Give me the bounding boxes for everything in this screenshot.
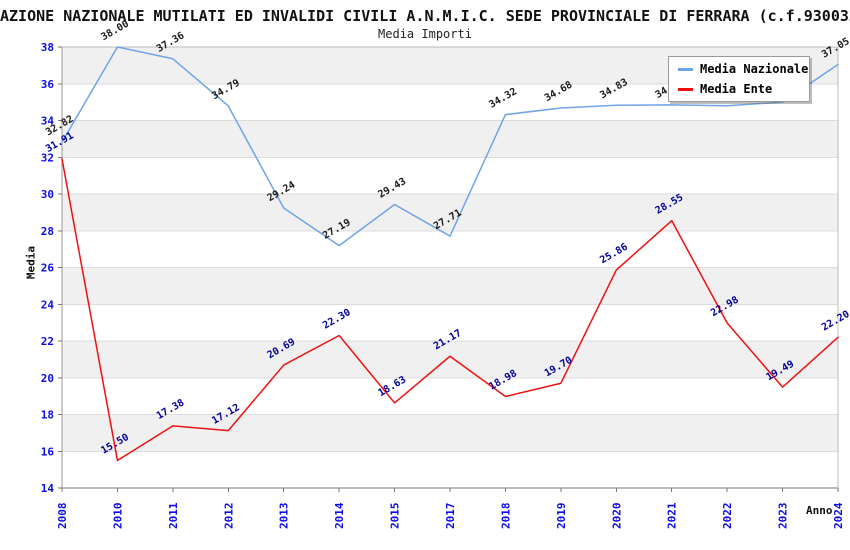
y-tick-label: 36 (41, 78, 55, 91)
x-tick-label: 2024 (832, 502, 845, 529)
data-label: 38.00 (99, 19, 131, 44)
x-tick-label: 2023 (777, 503, 790, 530)
x-tick-label: 2018 (499, 503, 512, 530)
grid-band (62, 341, 838, 378)
y-axis-title: Media (24, 245, 38, 280)
y-tick-label: 24 (41, 298, 55, 311)
data-label: 22.30 (321, 307, 353, 332)
data-label: 22.20 (820, 309, 850, 334)
legend-label: Media Ente (700, 82, 773, 96)
y-tick-label: 22 (41, 335, 54, 348)
grid-band (62, 194, 838, 231)
y-tick-label: 30 (41, 188, 54, 201)
y-tick-label: 32 (41, 151, 54, 164)
legend-item-media-nazionale: Media Nazionale (678, 61, 809, 77)
x-tick-label: 2017 (444, 503, 457, 530)
legend-swatch-blue-line-icon (678, 67, 693, 71)
x-tick-label: 2011 (167, 502, 180, 529)
legend-swatch-red-line-icon (678, 87, 693, 91)
x-tick-label: 2022 (721, 503, 734, 530)
x-tick-label: 2012 (222, 503, 235, 530)
chart-subtitle: Media Importi (378, 27, 472, 41)
media-ente-line (61, 158, 839, 462)
y-tick-label: 28 (41, 225, 54, 238)
x-tick-label: 2014 (333, 502, 346, 529)
y-tick-label: 14 (41, 482, 55, 495)
y-tick-label: 26 (41, 262, 55, 275)
x-tick-label: 2021 (666, 502, 679, 529)
chart-legend: Media Nazionale Media Ente (668, 56, 810, 102)
grid-band (62, 414, 838, 452)
y-tick-label: 20 (41, 372, 54, 385)
x-tick-label: 2015 (389, 503, 402, 530)
x-tick-label: 2008 (56, 503, 69, 530)
chart-title: AZIONE NAZIONALE MUTILATI ED INVALIDI CI… (0, 7, 850, 25)
x-axis-title: Anno (806, 504, 833, 517)
y-tick-label: 18 (41, 409, 54, 422)
grid-band (62, 120, 838, 158)
legend-item-media-ente: Media Ente (678, 81, 809, 97)
grid-band (62, 267, 838, 305)
x-tick-label: 2010 (111, 503, 124, 530)
x-tick-label: 2013 (278, 503, 291, 530)
x-tick-label: 2020 (610, 503, 623, 530)
data-label: 34.32 (487, 86, 519, 111)
y-tick-label: 34 (41, 115, 55, 128)
legend-label: Media Nazionale (700, 62, 809, 76)
x-tick-label: 2019 (555, 503, 568, 530)
media-nazionale-line (61, 46, 839, 247)
y-tick-label: 38 (41, 41, 54, 54)
y-tick-label: 16 (41, 445, 55, 458)
